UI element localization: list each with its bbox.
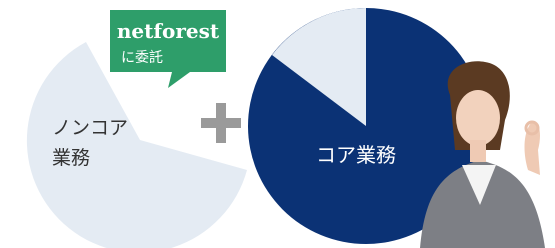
non-core-shape (27, 42, 247, 248)
illustration: netforest に委託 ノンコア 業務 コア業務 (0, 0, 555, 248)
non-core-label: 業務 (52, 147, 90, 169)
core-label: コア業務 (316, 143, 396, 167)
brand-name: netforest (117, 19, 220, 43)
plus-sign (201, 103, 241, 143)
non-core-label: ノンコア (52, 117, 128, 139)
bubble-text: に委託 (121, 50, 163, 66)
